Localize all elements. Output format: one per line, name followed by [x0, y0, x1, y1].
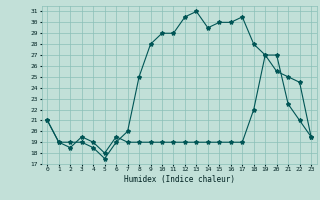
- X-axis label: Humidex (Indice chaleur): Humidex (Indice chaleur): [124, 175, 235, 184]
